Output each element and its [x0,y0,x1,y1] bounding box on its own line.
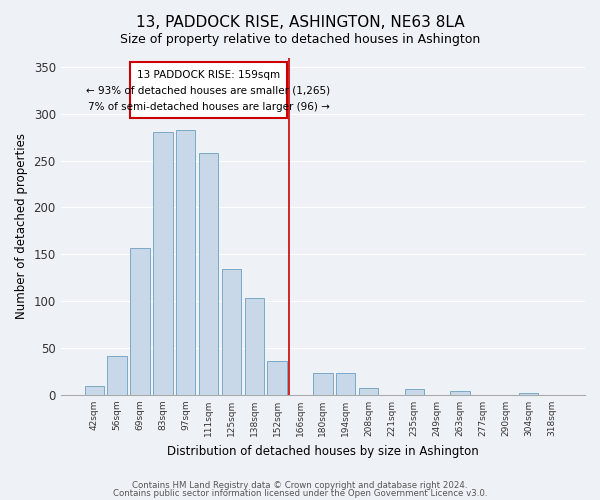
Bar [268,361,287,395]
Text: ← 93% of detached houses are smaller (1,265): ← 93% of detached houses are smaller (1,… [86,86,331,96]
Bar [199,153,218,395]
Bar [176,130,196,395]
Text: Contains HM Land Registry data © Crown copyright and database right 2024.: Contains HM Land Registry data © Crown c… [132,480,468,490]
Bar [359,388,378,395]
Bar [107,356,127,395]
Y-axis label: Number of detached properties: Number of detached properties [15,133,28,319]
Bar [153,132,173,395]
Bar [404,390,424,395]
Text: Contains public sector information licensed under the Open Government Licence v3: Contains public sector information licen… [113,489,487,498]
Text: 13 PADDOCK RISE: 159sqm: 13 PADDOCK RISE: 159sqm [137,70,280,80]
Bar [221,270,241,395]
Bar [313,374,332,395]
Bar [450,391,470,395]
Bar [245,298,264,395]
Text: 7% of semi-detached houses are larger (96) →: 7% of semi-detached houses are larger (9… [88,102,329,112]
Text: Size of property relative to detached houses in Ashington: Size of property relative to detached ho… [120,32,480,46]
Bar [130,62,287,118]
Bar [130,248,149,395]
Text: 13, PADDOCK RISE, ASHINGTON, NE63 8LA: 13, PADDOCK RISE, ASHINGTON, NE63 8LA [136,15,464,30]
Bar [519,393,538,395]
Bar [336,374,355,395]
X-axis label: Distribution of detached houses by size in Ashington: Distribution of detached houses by size … [167,444,479,458]
Bar [85,386,104,395]
